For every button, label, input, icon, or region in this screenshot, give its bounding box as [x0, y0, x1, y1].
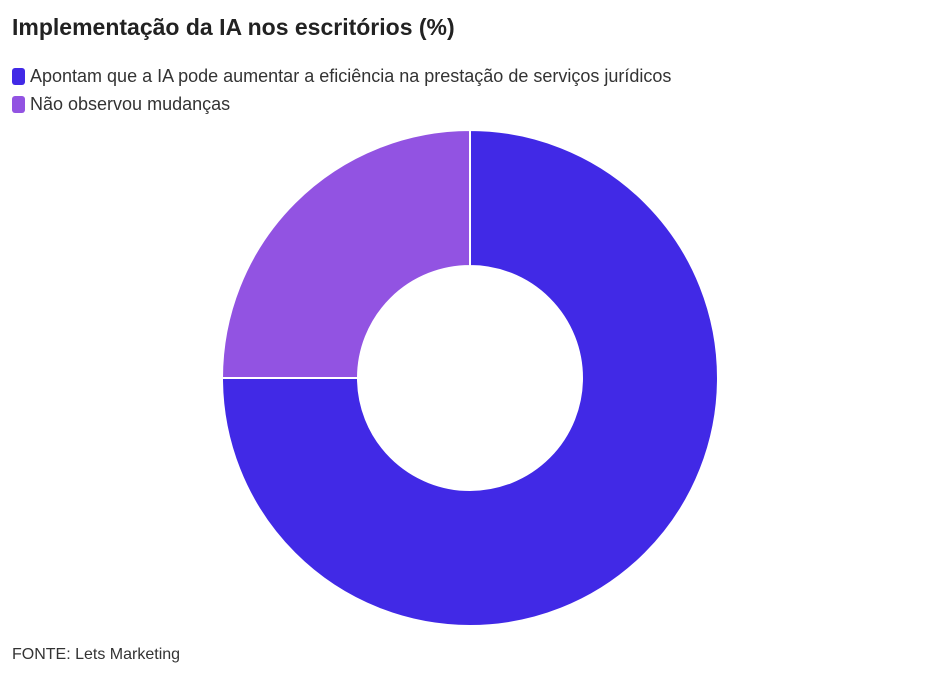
donut-slice-no-change[interactable] [221, 129, 471, 379]
legend-item-efficiency[interactable]: Apontam que a IA pode aumentar a eficiên… [12, 62, 671, 90]
chart-legend: Apontam que a IA pode aumentar a eficiên… [12, 62, 671, 118]
legend-label-no-change: Não observou mudanças [30, 93, 231, 114]
legend-swatch-efficiency [12, 67, 25, 85]
legend-label-efficiency: Apontam que a IA pode aumentar a eficiên… [30, 65, 672, 86]
legend-swatch-no-change [12, 95, 25, 113]
donut-slice-efficiency[interactable] [221, 129, 719, 627]
legend-item-no-change[interactable]: Não observou mudanças [12, 90, 671, 118]
chart-source: FONTE: Lets Marketing [12, 646, 181, 663]
chart-title: Implementação da IA nos escritórios (%) [12, 14, 455, 40]
